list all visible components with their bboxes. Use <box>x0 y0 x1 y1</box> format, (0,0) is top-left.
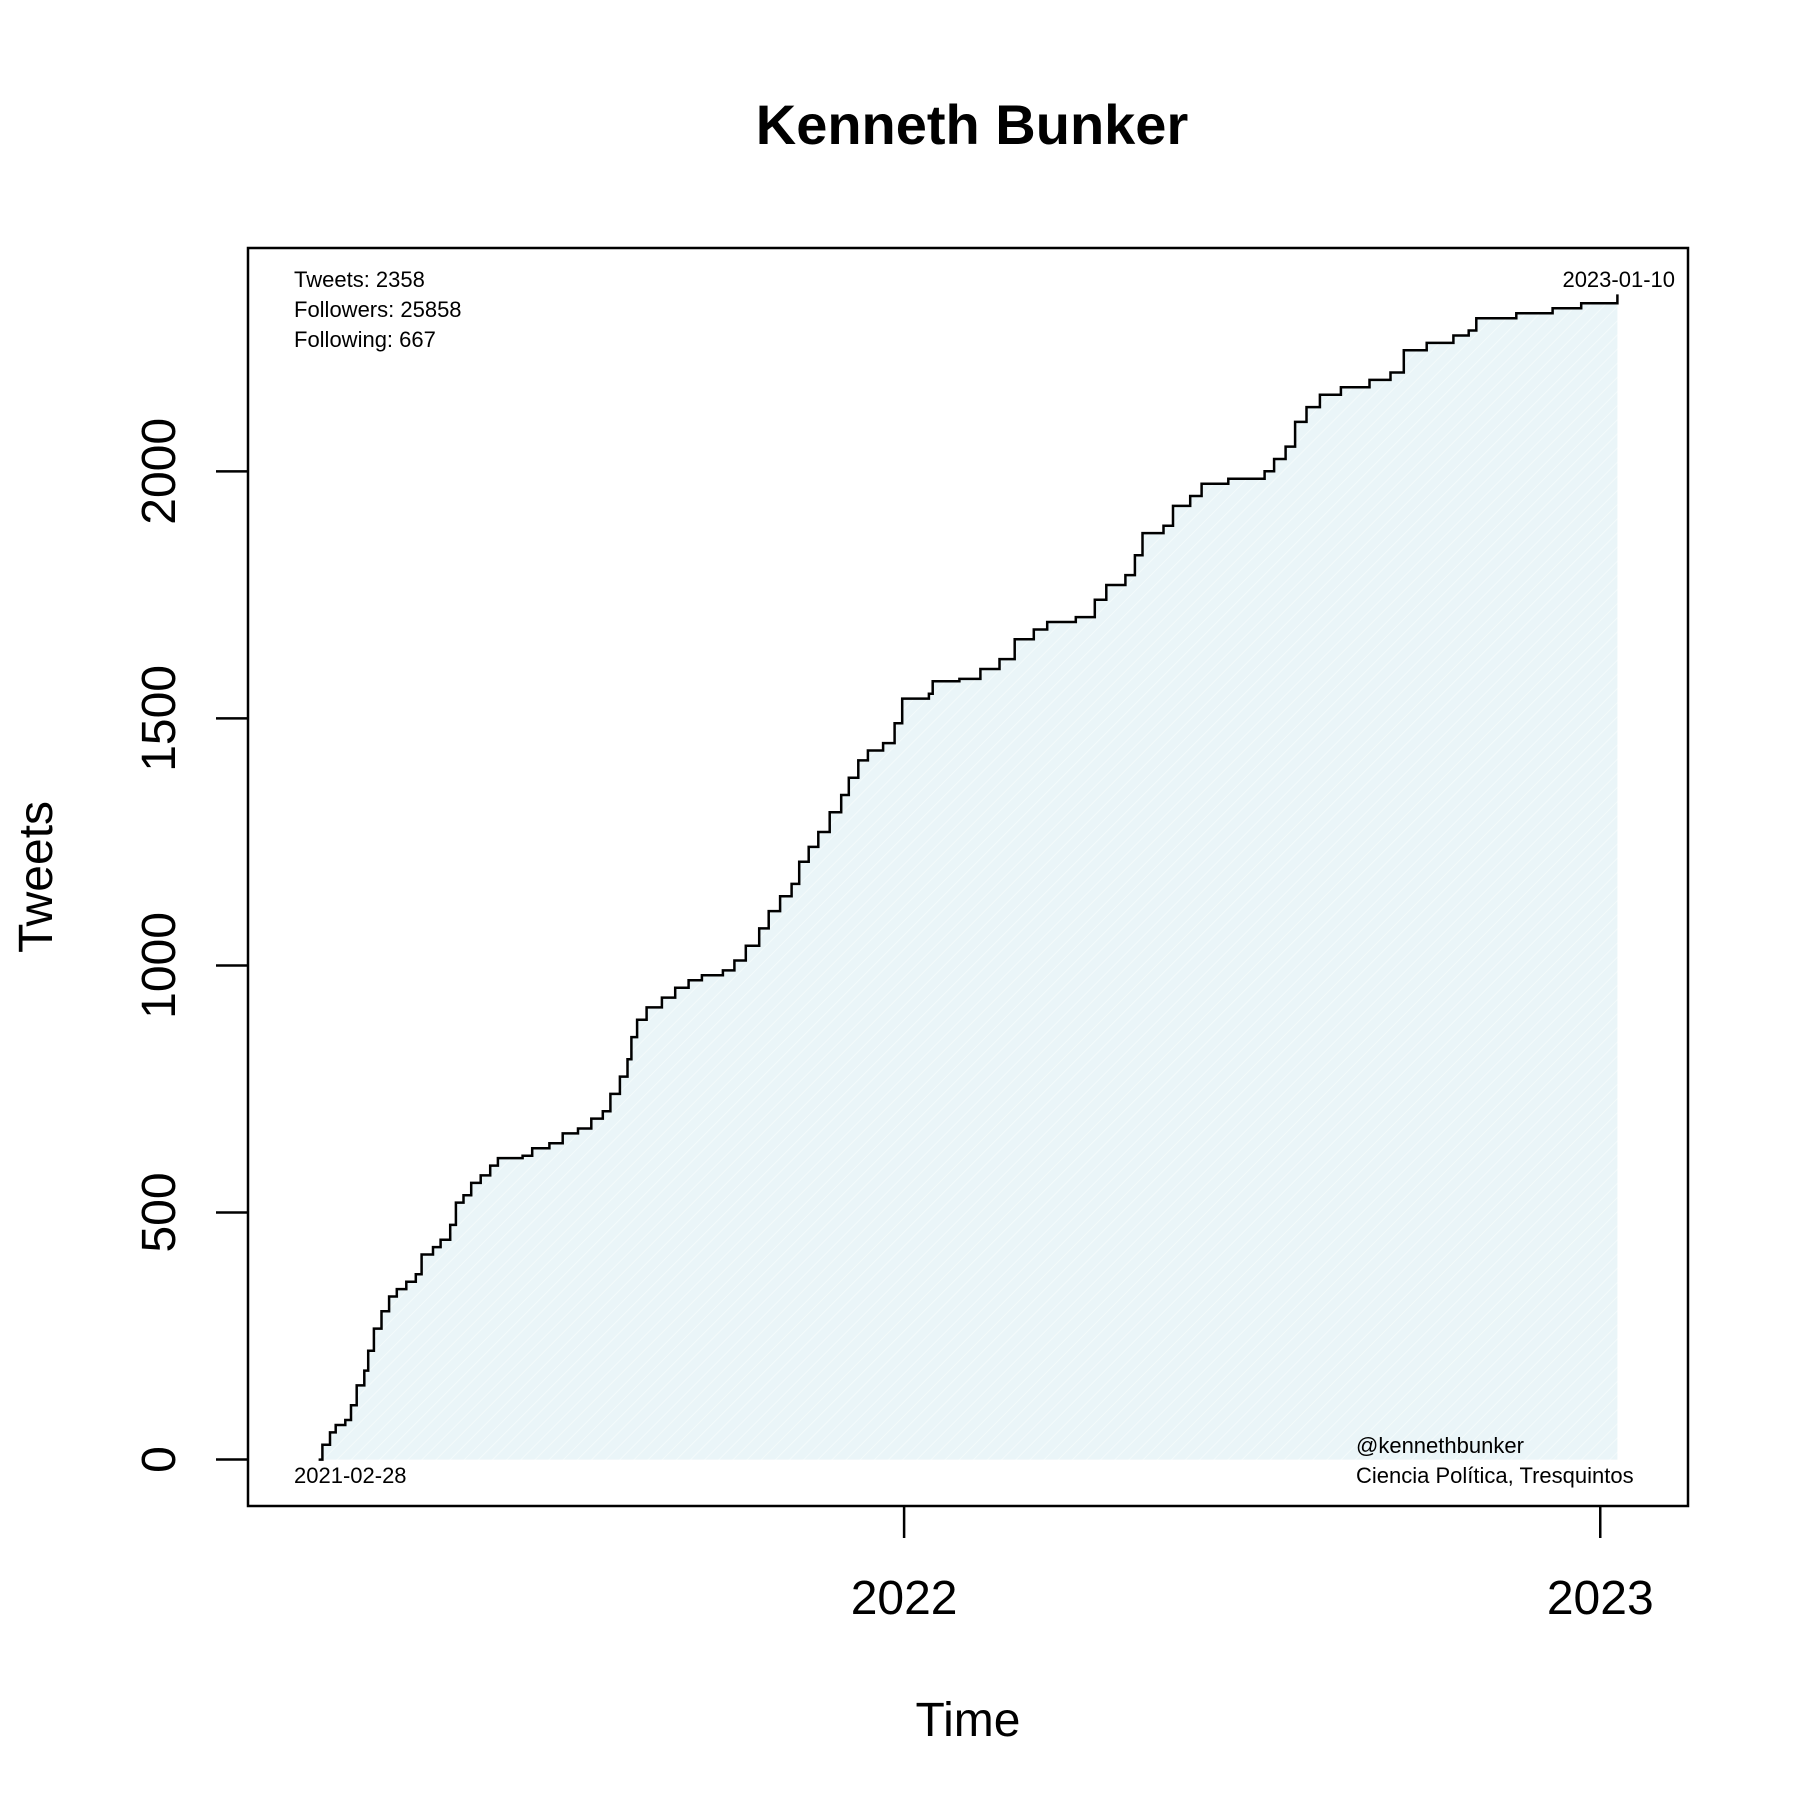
y-tick-label: 500 <box>133 1172 186 1252</box>
plot-frame <box>246 246 1690 1508</box>
y-tick-label: 0 <box>133 1446 186 1473</box>
following-count-label: Following: 667 <box>294 327 436 352</box>
end-date-label: 2023-01-10 <box>1562 267 1675 292</box>
y-axis-title: Tweets <box>10 801 63 953</box>
x-axis-title: Time <box>916 1694 1021 1747</box>
affiliation-label: Ciencia Política, Tresquintos <box>1356 1463 1634 1488</box>
area-fill <box>318 294 1618 1460</box>
followers-count-label: Followers: 25858 <box>294 297 462 322</box>
x-tick-label: 2023 <box>1547 1572 1654 1625</box>
plot-area <box>318 294 1619 1461</box>
tweets-count-label: Tweets: 2358 <box>294 267 425 292</box>
y-tick-label: 1500 <box>133 665 186 772</box>
series-line <box>318 294 1619 1461</box>
x-tick-label: 2022 <box>851 1572 958 1625</box>
chart-title: Kenneth Bunker <box>756 93 1189 156</box>
y-tick-label: 2000 <box>133 418 186 525</box>
x-axis: 2022 2023 <box>851 1506 1654 1625</box>
start-date-label: 2021-02-28 <box>294 1463 407 1488</box>
y-tick-label: 1000 <box>133 912 186 1019</box>
y-axis: 0 500 1000 1500 2000 <box>133 418 248 1473</box>
handle-label: @kennethbunker <box>1356 1433 1524 1458</box>
